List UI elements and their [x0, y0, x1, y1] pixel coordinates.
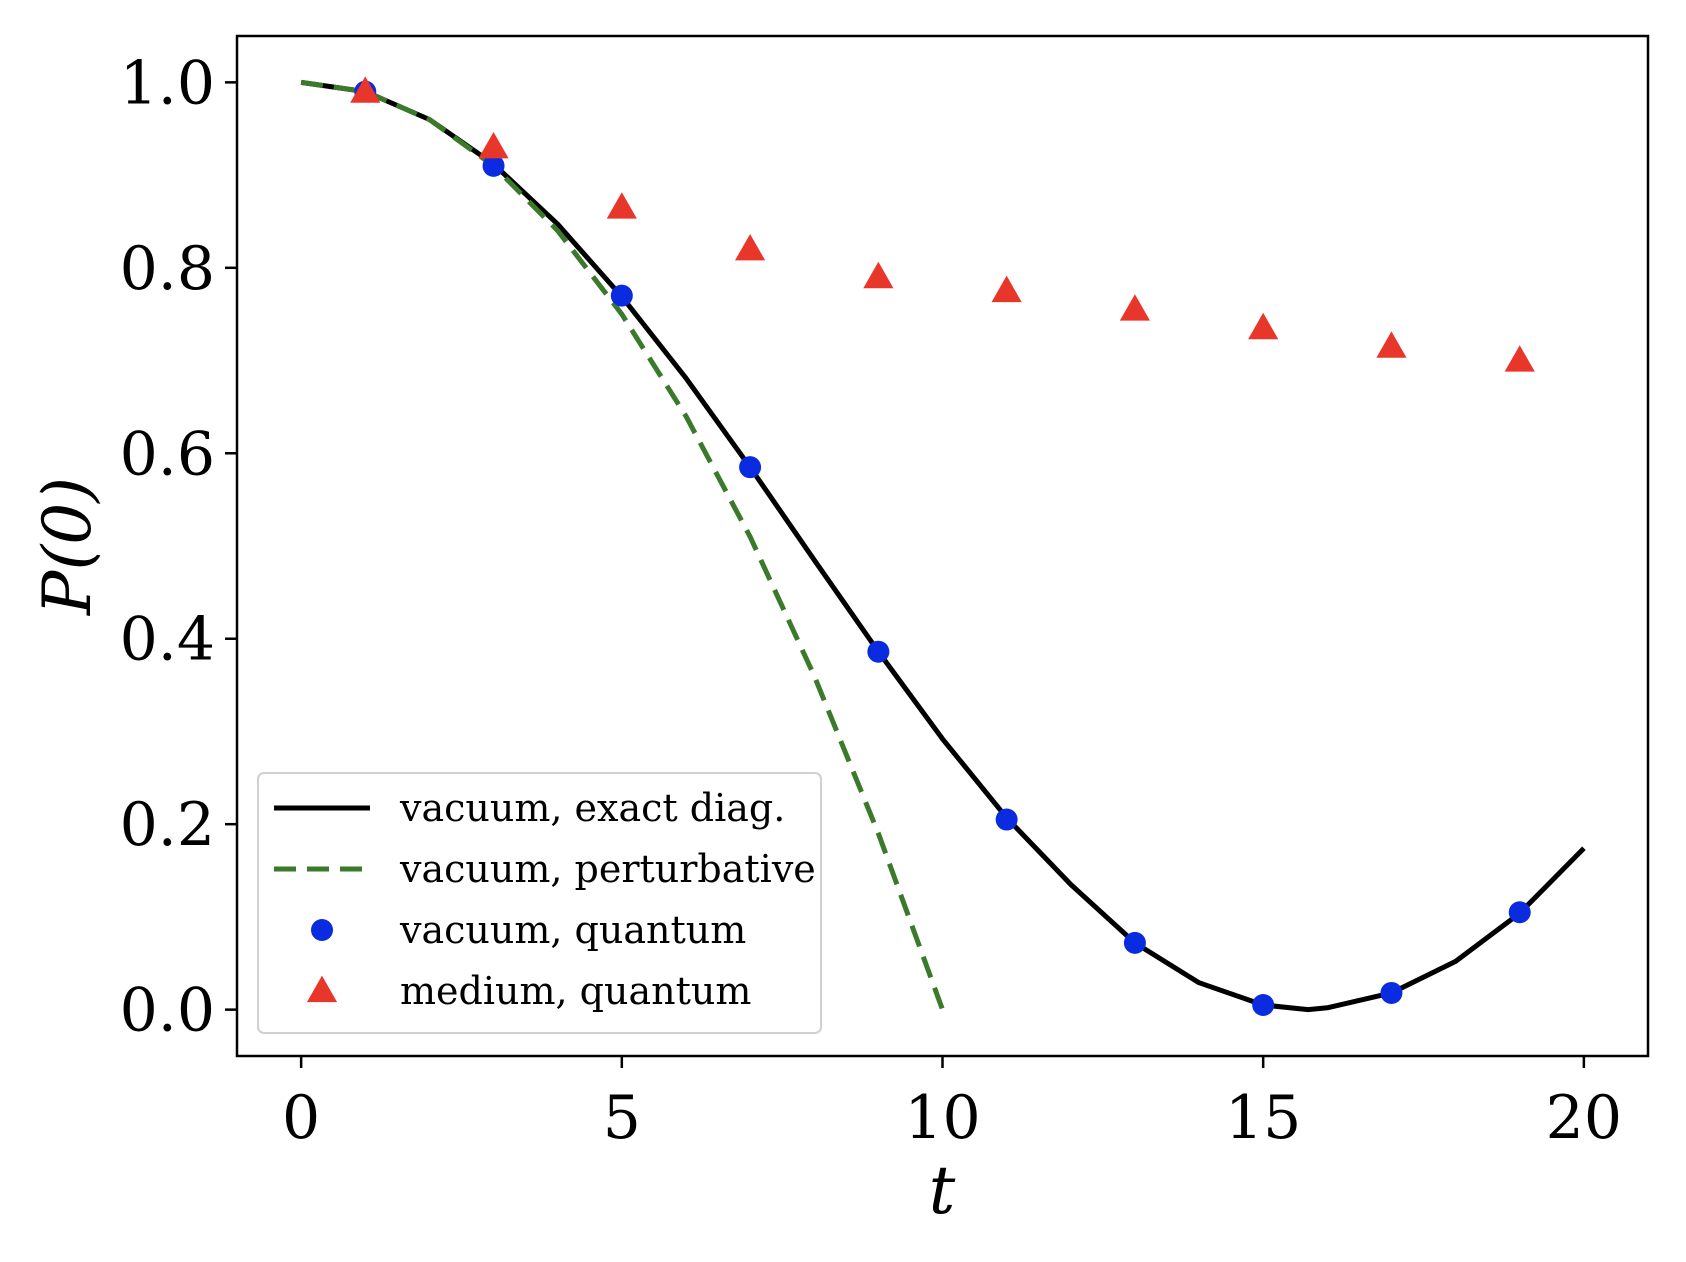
y-tick-label: 0.0 [120, 976, 215, 1046]
y-tick-label: 0.6 [120, 419, 215, 489]
vacuum-quantum-point [1508, 901, 1531, 924]
x-tick-label: 20 [1546, 1083, 1622, 1153]
legend: vacuum, exact diag. vacuum, perturbative v… [257, 772, 822, 1034]
vacuum-quantum-point [1380, 981, 1403, 1004]
y-tick-label: 0.8 [120, 234, 215, 304]
legend-label: vacuum, quantum [399, 908, 746, 952]
x-tick-label: 10 [904, 1083, 980, 1153]
vacuum-quantum-point [1123, 931, 1146, 954]
legend-circle-swatch [311, 919, 333, 941]
y-tick-label: 1.0 [120, 48, 215, 118]
vacuum-quantum-point [995, 808, 1018, 831]
vacuum-quantum-point [610, 284, 633, 307]
series-layer [300, 76, 1586, 1016]
tick-layer: 0 5 10 15 20 0.0 0.2 0.4 0.6 0.8 1.0 [120, 48, 1622, 1153]
vacuum-quantum-point [739, 456, 762, 479]
legend-label: vacuum, exact diag. [399, 786, 785, 830]
y-axis-label: P(0) [29, 477, 106, 616]
medium-quantum-point [606, 192, 637, 219]
medium-quantum-point [991, 275, 1022, 303]
x-tick-label: 0 [282, 1083, 320, 1153]
medium-quantum-point [350, 76, 381, 103]
medium-quantum-point [478, 131, 509, 159]
medium-quantum-point [1376, 331, 1407, 358]
x-tick-label: 5 [603, 1083, 641, 1153]
legend-triangle-swatch [306, 975, 338, 1003]
vacuum-quantum-point [1252, 994, 1275, 1016]
vacuum-quantum-point [867, 640, 890, 663]
medium-quantum-point [1248, 312, 1279, 340]
medium-quantum-point [1119, 294, 1150, 321]
medium-quantum-point [863, 261, 894, 289]
legend-label: vacuum, perturbative [399, 847, 816, 891]
legend-label: medium, quantum [400, 969, 751, 1013]
y-tick-label: 0.4 [120, 605, 215, 675]
y-tick-label: 0.2 [120, 790, 215, 860]
legend-box [257, 772, 822, 1034]
medium-quantum-point [1504, 345, 1535, 372]
perturbative-line [300, 79, 945, 1011]
exact-diag-line [300, 79, 1586, 1013]
medium-quantum-point [735, 233, 766, 261]
x-axis-label: t [929, 1152, 956, 1229]
x-tick-label: 15 [1225, 1083, 1301, 1153]
vacuum-quantum-point [482, 154, 505, 177]
